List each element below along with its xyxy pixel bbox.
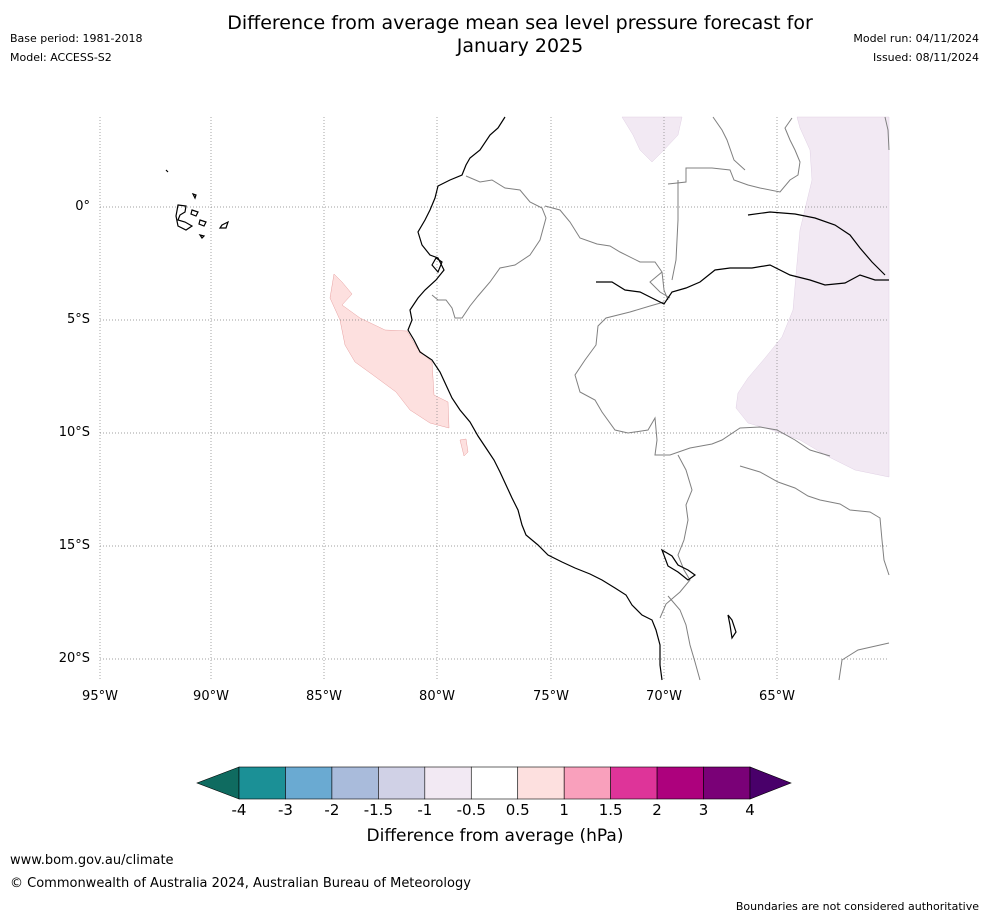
colorbar-swatch: [331, 766, 379, 800]
titicaca: [660, 548, 697, 581]
lon-label: 85°W: [306, 689, 342, 704]
footer-url: www.bom.gov.au/climate: [10, 853, 174, 868]
colorbar-swatch: [563, 766, 611, 800]
colorbar-tick-label: 1.5: [598, 801, 623, 819]
island: [175, 204, 194, 231]
model-run-text: Model run: 04/11/2024: [853, 32, 979, 45]
positive-anomaly-region: [459, 438, 469, 457]
lon-label: 75°W: [533, 689, 569, 704]
border-guianas-brazil: [667, 117, 801, 193]
border-peru-brazil: [574, 301, 831, 457]
border-peru-bolivia: [659, 454, 693, 619]
border-venezuela-brazil: [671, 180, 679, 281]
colorbar-tick-label: -3: [277, 801, 293, 819]
colorbar-tick-label: -2: [324, 801, 340, 819]
lake: [727, 614, 737, 640]
lat-label: 0°: [75, 199, 90, 214]
border-colombia-venezuela: [544, 205, 671, 299]
colorbar-title: Difference from average (hPa): [366, 826, 624, 846]
border-southeast: [838, 642, 890, 681]
gulf-of-guayaquil: [431, 257, 443, 274]
lat-label: 5°S: [66, 312, 90, 327]
positive-anomaly-region: [329, 273, 450, 429]
lon-label: 95°W: [82, 689, 118, 704]
light-anomaly-region: [621, 116, 683, 163]
island: [190, 209, 199, 217]
island: [191, 192, 197, 200]
colorbar-extend-high: [749, 766, 792, 800]
lat-label: 20°S: [58, 651, 90, 666]
page-title: Difference from average mean sea level p…: [0, 12, 988, 58]
issued-text: Issued: 08/11/2024: [872, 51, 979, 64]
lon-label: 80°W: [419, 689, 455, 704]
galapagos-islands: [165, 169, 230, 239]
colorbar-tick-label: 4: [745, 801, 755, 819]
border-east-edge: [884, 116, 890, 151]
amazon-north-channel: [747, 211, 886, 276]
island: [198, 234, 206, 239]
colorbar-tick-label: 0.5: [505, 801, 530, 819]
lon-label: 65°W: [759, 689, 795, 704]
title-line-2: January 2025: [456, 35, 584, 57]
colorbar-swatch: [378, 766, 426, 800]
colorbar-tick-label: -1.5: [363, 801, 393, 819]
colorbar-tick-label: 1: [559, 801, 569, 819]
lat-label: 15°S: [58, 538, 90, 553]
base-period-text: Base period: 1981-2018: [10, 32, 143, 45]
amazon-river: [596, 264, 889, 305]
border-bolivia-chile: [667, 595, 701, 681]
country-borders: [431, 116, 890, 681]
lon-label: 90°W: [193, 689, 229, 704]
lat-label: 10°S: [58, 425, 90, 440]
colorbar-tick-label: -1: [417, 801, 433, 819]
colorbar-tick-label: -4: [231, 801, 247, 819]
colorbar-extend-low: [196, 766, 240, 800]
lon-label: 70°W: [646, 689, 682, 704]
colorbar-tick-label: 3: [698, 801, 709, 819]
title-line-1: Difference from average mean sea level p…: [227, 12, 813, 34]
colorbar-swatch: [656, 766, 704, 800]
island: [165, 169, 169, 173]
model-text: Model: ACCESS-S2: [10, 51, 112, 64]
colorbar-tick-label: -0.5: [456, 801, 486, 819]
colorbar-swatch: [424, 766, 472, 800]
colorbar-swatch: [517, 766, 565, 800]
colorbar-swatch: [470, 766, 519, 800]
colorbar-swatch: [285, 766, 333, 800]
island: [218, 220, 230, 229]
colorbar-tick-label: 2: [652, 801, 662, 819]
pacific-coastline: [407, 116, 663, 681]
footer-disclaimer: Boundaries are not considered authoritat…: [735, 900, 979, 913]
border-colombia-brazil: [661, 271, 669, 301]
footer-copyright: © Commonwealth of Australia 2024, Austra…: [10, 876, 471, 891]
colorbar-swatch: [238, 766, 286, 800]
island: [198, 219, 207, 227]
colorbar-swatch: [610, 766, 658, 800]
border-bolivia-brazil: [739, 465, 890, 576]
border-colombia-ecuador: [431, 175, 547, 319]
colorbar-swatch: [703, 766, 751, 800]
border-north: [712, 116, 746, 171]
gridlines: [99, 117, 889, 680]
coastline: [407, 116, 889, 681]
